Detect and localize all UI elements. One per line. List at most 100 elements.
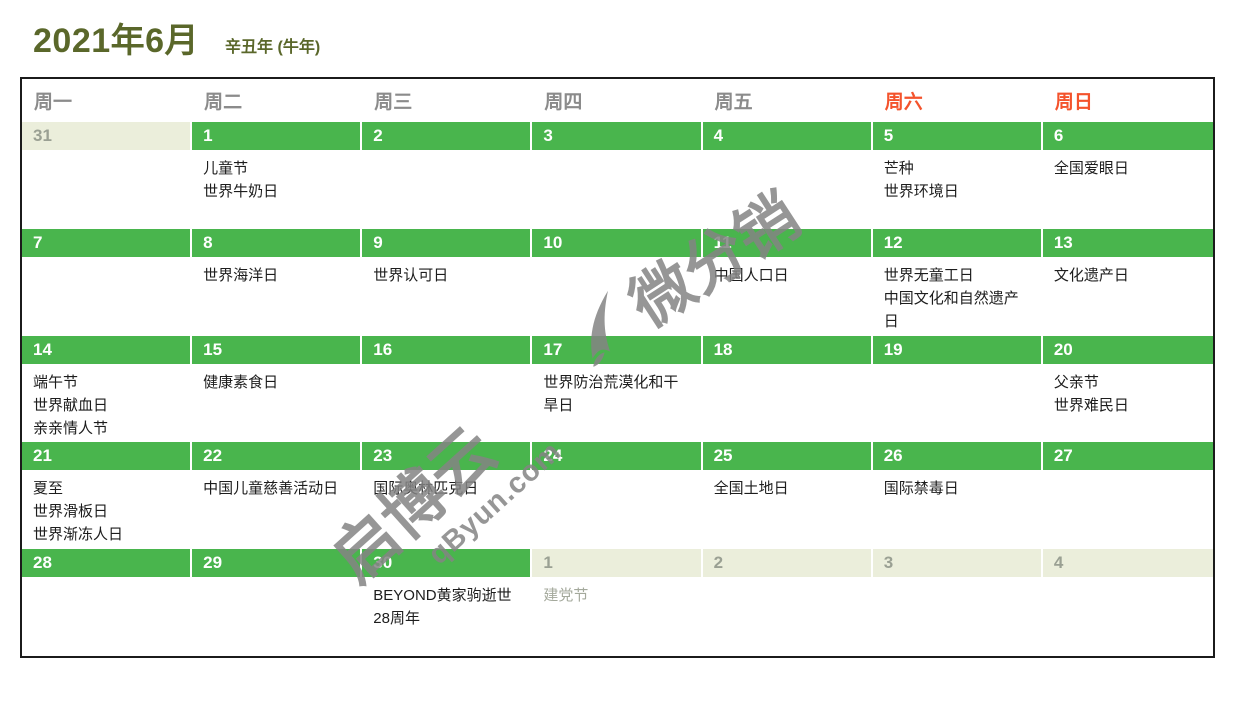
day-cell: 9 世界认可日 (362, 228, 532, 336)
day-events (1043, 577, 1213, 584)
event-label: 世界难民日 (1053, 396, 1129, 414)
day-events: 父亲节 世界难民日 (1043, 364, 1213, 417)
day-events: 世界无童工日 中国文化和自然遗产日 (873, 257, 1043, 333)
weekday-label: 周四 (544, 92, 583, 113)
day-cell: 21 夏至 世界滑板日 世界渐冻人日 (22, 442, 192, 549)
page-header: 2021年6月 辛丑年 (牛年) (33, 13, 320, 62)
event-label: 世界牛奶日 (203, 183, 279, 200)
day-cell: 3 (532, 122, 702, 229)
day-number: 28 (22, 549, 191, 578)
day-number: 9 (362, 228, 531, 257)
event-label: 中国人口日 (713, 266, 789, 284)
event-label: 健康素食日 (203, 373, 279, 391)
day-cell: 7 (22, 228, 192, 336)
week-row: 21 夏至 世界滑板日 世界渐冻人日 22 中国儿童慈善活动日 23 国际奥林匹克日 24 25 全… (22, 442, 1213, 549)
day-cell: 5 芒种 世界环境日 (872, 122, 1043, 229)
event-label: 世界环境日 (883, 183, 959, 200)
calendar-table: 周一 周二 周三 周四 周五 周六 周日 31 1 儿童节 世界牛奶日 2 3 4 5 芒种 世界环境日 6 全国… (20, 77, 1215, 658)
day-number: 23 (362, 442, 531, 471)
weekday-label: 周一 (34, 92, 73, 113)
week-row: 7 8 世界海洋日 9 世界认可日 10 11 中国人口日 12 世界无童工日 中国文化和自然遗产日… (22, 228, 1213, 336)
day-number: 7 (22, 228, 191, 257)
event-label: 世界渐冻人日 (33, 526, 124, 544)
day-cell: 4 (1042, 549, 1213, 656)
day-number: 1 (192, 122, 361, 150)
day-events (362, 150, 532, 157)
day-cell: 10 (532, 228, 702, 336)
week-row: 28 29 30 BEYOND黄家驹逝世28周年 1 建党节 2 3 4 (22, 549, 1213, 656)
day-events (873, 577, 1043, 584)
day-cell: 28 (22, 549, 192, 656)
day-events: 世界防治荒漠化和干旱日 (532, 364, 702, 417)
day-number: 3 (532, 122, 701, 150)
day-events (362, 364, 532, 371)
event-label: 儿童节 (203, 160, 249, 177)
weekday-label: 周二 (204, 92, 243, 113)
day-number: 17 (532, 335, 701, 364)
day-number: 4 (702, 122, 871, 150)
day-number: 2 (702, 549, 871, 578)
day-events: 国际奥林匹克日 (362, 470, 532, 500)
event-label: 中国儿童慈善活动日 (203, 480, 339, 498)
day-number: 13 (1042, 228, 1213, 257)
day-number: 18 (702, 335, 871, 364)
event-label: 国际奥林匹克日 (373, 480, 479, 498)
day-events: 儿童节 世界牛奶日 (192, 150, 362, 203)
day-events (22, 577, 192, 584)
day-number: 27 (1042, 442, 1213, 471)
event-label: 夏至 (33, 480, 64, 498)
weeks-container: 31 1 儿童节 世界牛奶日 2 3 4 5 芒种 世界环境日 6 全国爱眼日 7 8 世界海洋日 9 世界认可… (22, 122, 1213, 656)
event-label: 世界海洋日 (203, 266, 279, 284)
day-number: 29 (192, 549, 361, 578)
day-number: 8 (192, 228, 361, 257)
weekday-label: 周三 (374, 92, 413, 113)
day-events (532, 257, 702, 264)
day-number: 10 (532, 228, 701, 257)
day-number: 22 (192, 442, 361, 471)
day-number: 16 (362, 335, 531, 364)
day-number: 11 (702, 228, 871, 257)
day-events: 国际禁毒日 (873, 470, 1043, 500)
day-events: 文化遗产日 (1043, 257, 1213, 287)
day-events: 世界海洋日 (192, 257, 362, 287)
day-number: 26 (872, 442, 1041, 471)
day-cell: 4 (702, 122, 873, 229)
day-events (873, 364, 1043, 371)
day-cell: 20 父亲节 世界难民日 (1042, 335, 1213, 443)
day-cell: 11 中国人口日 (702, 228, 873, 336)
day-events: 全国爱眼日 (1043, 150, 1213, 180)
lunar-year-subtitle: 辛丑年 (牛年) (225, 39, 321, 56)
day-events: 建党节 (532, 577, 702, 607)
event-label: 世界认可日 (373, 266, 449, 284)
day-cell: 2 (362, 122, 532, 229)
day-cell: 22 中国儿童慈善活动日 (192, 442, 362, 549)
day-number: 4 (1042, 549, 1213, 578)
day-cell: 13 文化遗产日 (1042, 228, 1213, 336)
week-row: 31 1 儿童节 世界牛奶日 2 3 4 5 芒种 世界环境日 6 全国爱眼日 (22, 122, 1213, 229)
event-label: 世界献血日 (33, 396, 109, 414)
day-cell: 31 (22, 122, 192, 229)
day-cell: 15 健康素食日 (192, 335, 362, 443)
event-label: 建党节 (543, 587, 589, 605)
day-cell: 17 世界防治荒漠化和干旱日 (532, 335, 702, 443)
week-row: 14 端午节 世界献血日 亲亲情人节 15 健康素食日 16 17 世界防治荒漠化和干旱日 18 1… (22, 335, 1213, 443)
day-number: 30 (362, 549, 531, 578)
page-title: 2021年6月 (33, 22, 200, 60)
day-events: 芒种 世界环境日 (873, 150, 1043, 203)
day-cell: 2 (702, 549, 873, 656)
day-number: 5 (872, 122, 1041, 150)
day-number: 20 (1042, 335, 1213, 364)
day-number: 25 (702, 442, 871, 471)
day-events (22, 257, 192, 264)
day-events (1043, 470, 1213, 477)
weekday-header-row: 周一 周二 周三 周四 周五 周六 周日 (22, 79, 1213, 122)
event-label: 中国文化和自然遗产日 (883, 289, 1019, 330)
day-events: 中国人口日 (703, 257, 873, 287)
day-number: 19 (872, 335, 1041, 364)
event-label: 芒种 (883, 160, 914, 177)
event-label: 国际禁毒日 (883, 480, 959, 498)
event-label: 父亲节 (1053, 373, 1099, 391)
event-label: BEYOND黄家驹逝世28周年 (373, 587, 512, 628)
day-number: 24 (532, 442, 701, 471)
day-events: 世界认可日 (362, 257, 532, 287)
